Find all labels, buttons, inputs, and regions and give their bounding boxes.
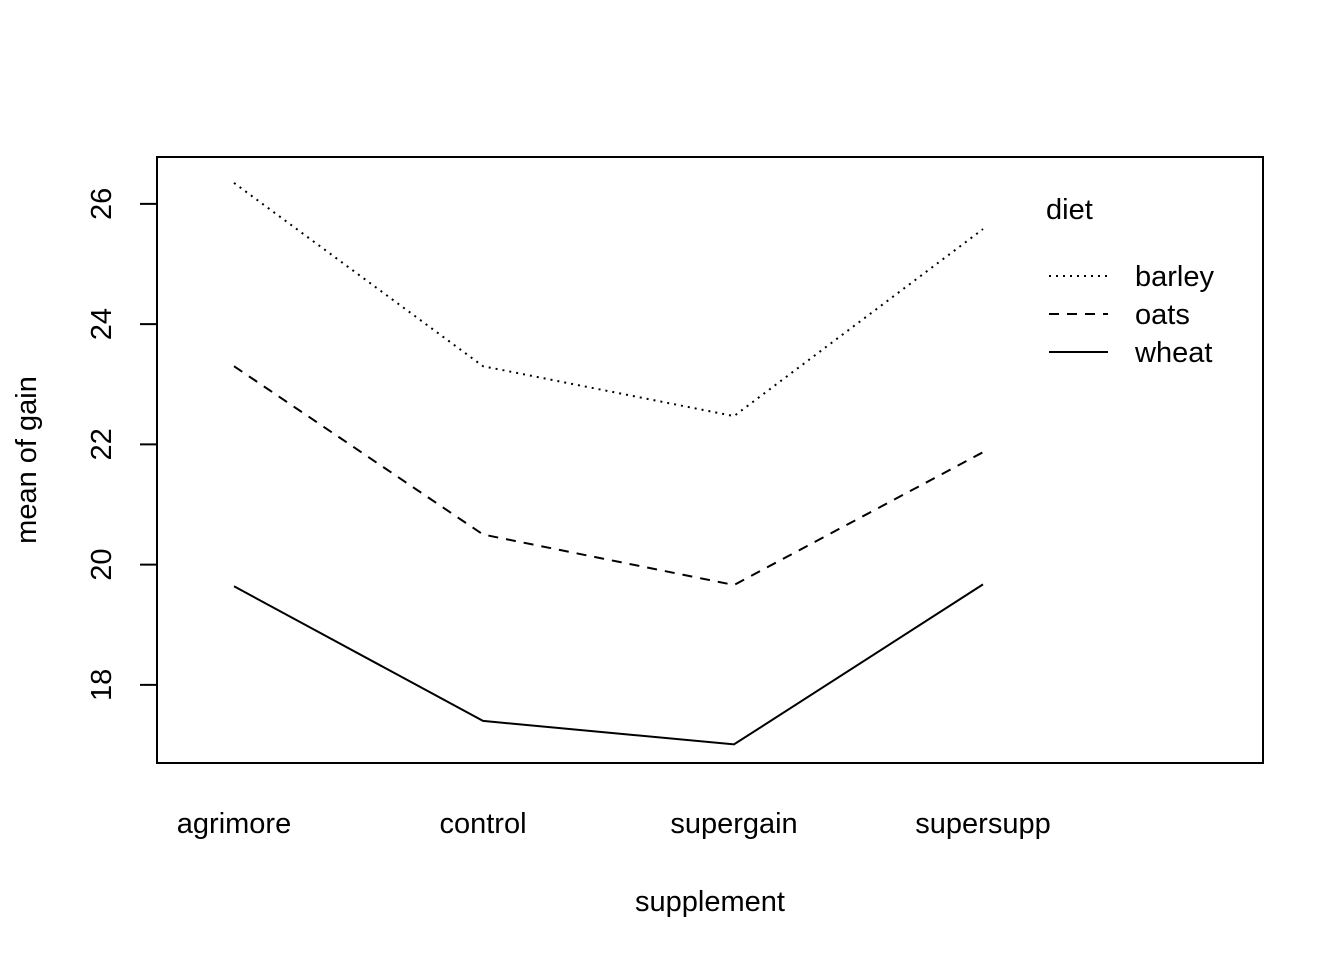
y-tick-label: 22	[86, 428, 118, 460]
series-line-oats	[233, 365, 984, 587]
x-tick-label: control	[439, 808, 526, 840]
y-tick-label: 26	[86, 188, 118, 220]
y-tick-label: 24	[86, 308, 118, 340]
x-tick-label: supergain	[670, 808, 797, 840]
series-line-barley	[233, 182, 984, 418]
x-axis-title: supplement	[635, 886, 785, 918]
y-axis-title: mean of gain	[11, 376, 43, 544]
series-lines	[233, 182, 984, 746]
x-tick-label: agrimore	[177, 808, 291, 840]
y-tick-label: 18	[86, 669, 118, 701]
legend-title: diet	[1046, 194, 1093, 226]
plot-frame	[156, 156, 1264, 764]
series-line-wheat	[233, 583, 984, 746]
y-axis: 18 20 22 24 26	[86, 188, 157, 701]
legend: diet barley oats wheat	[1046, 194, 1214, 369]
x-axis: agrimore control supergain supersupp	[177, 808, 1051, 840]
legend-label-oats: oats	[1135, 299, 1190, 331]
x-tick-label: supersupp	[915, 808, 1050, 840]
legend-label-wheat: wheat	[1134, 337, 1212, 369]
y-tick-label: 20	[86, 548, 118, 580]
legend-label-barley: barley	[1135, 261, 1214, 293]
